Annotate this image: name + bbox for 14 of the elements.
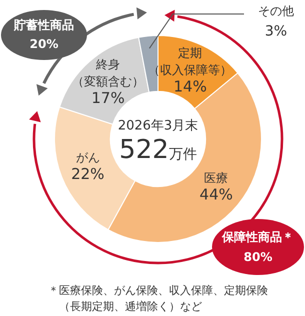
data-label: 44% xyxy=(200,186,233,204)
slice-label: 医療 xyxy=(204,170,228,185)
slice-label: 終身（変額含む） xyxy=(72,57,144,88)
text: ＊医療保険、がん保険、収入保障、定期保険（長期定期、逓増除く）など xyxy=(48,283,269,315)
slice-label: その他 xyxy=(258,4,294,18)
text: 保障性商品＊ 80% xyxy=(220,229,295,266)
data-label: 14% xyxy=(174,78,207,96)
data-label: 3% xyxy=(264,24,288,40)
text: 貯蓄性商品 20% xyxy=(12,17,75,53)
text: 2026年3月末 xyxy=(118,118,198,134)
data-label: 17% xyxy=(91,89,125,108)
text: 522万件 xyxy=(119,134,197,165)
data-label: 22% xyxy=(71,165,104,184)
slice-label: がん xyxy=(76,150,100,164)
